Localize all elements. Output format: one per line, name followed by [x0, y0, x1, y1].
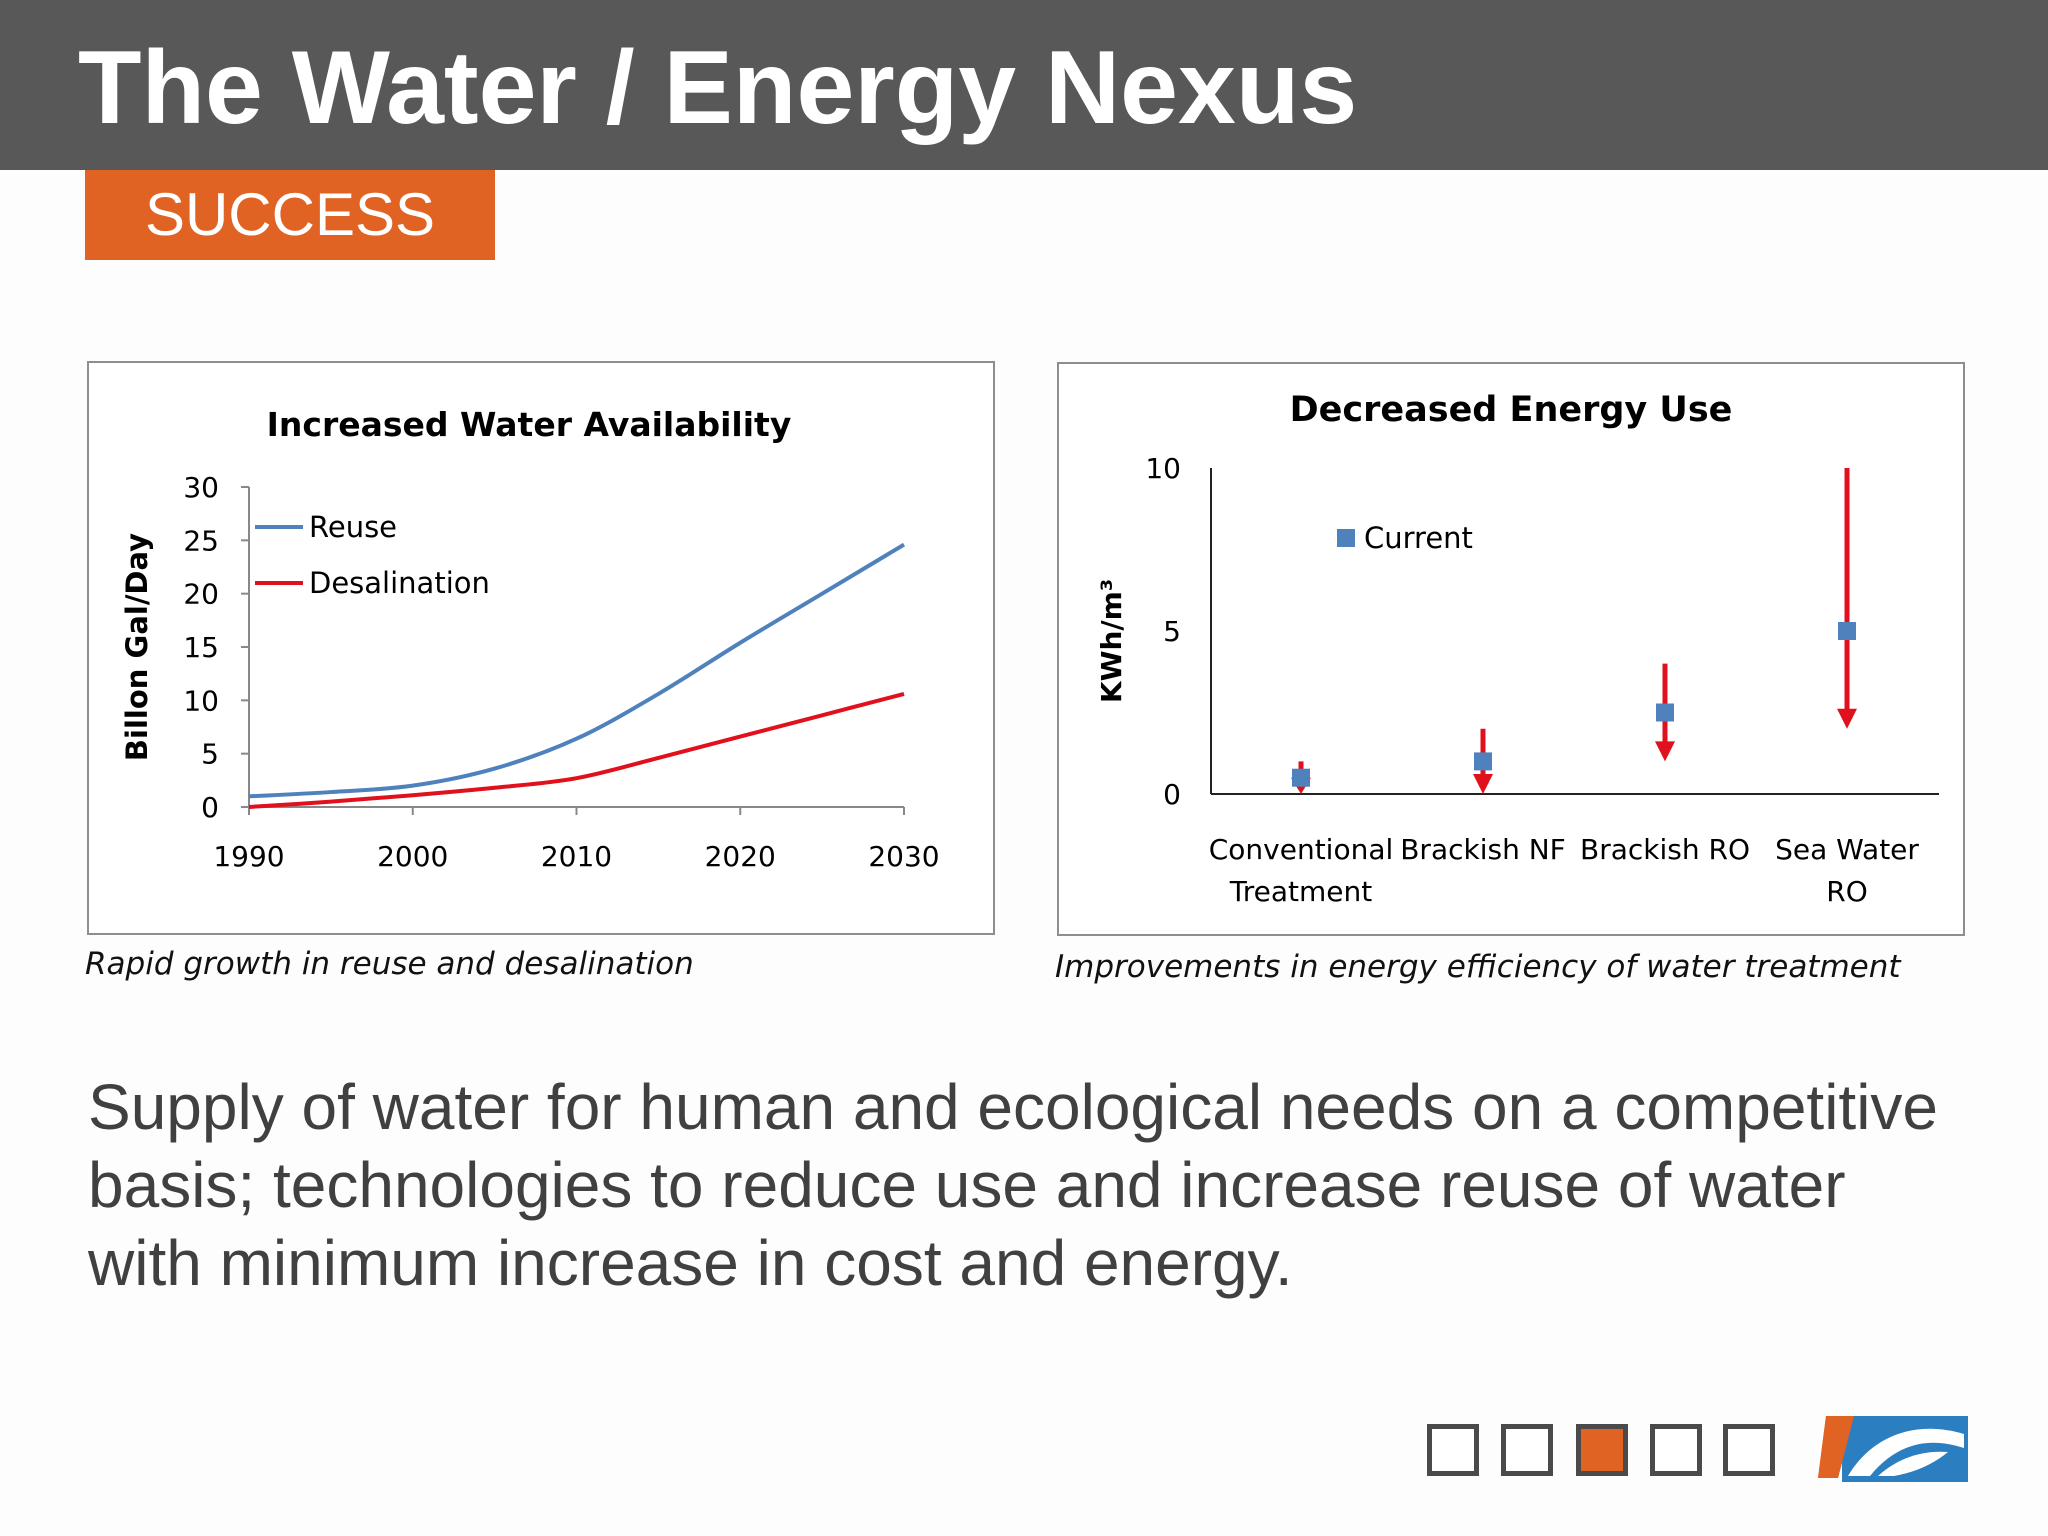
chart1-title: Increased Water Availability — [267, 405, 792, 444]
chart1-legend-label-desalination: Desalination — [309, 566, 490, 600]
chart2-caption: Improvements in energy efficiency of wat… — [1055, 949, 1901, 985]
chart1-x-tick-label: 2020 — [705, 840, 776, 873]
chart1-x-tick-label: 2000 — [377, 840, 448, 873]
nav-square-2[interactable] — [1501, 1424, 1553, 1476]
title-bar: The Water / Energy Nexus — [0, 0, 2048, 170]
chart1-y-tick-label: 10 — [183, 684, 219, 717]
chart2-category-label: Conventional — [1209, 833, 1394, 866]
chart1-y-axis-label: Billon Gal/Day — [120, 533, 154, 761]
chart2-category-label: RO — [1826, 875, 1868, 908]
water-availability-chart-svg: Increased Water Availability Billon Gal/D… — [120, 405, 940, 873]
logo-orange-front — [1818, 1416, 1854, 1478]
logo-wave-inner — [1878, 1451, 1948, 1476]
nav-square-3[interactable] — [1576, 1424, 1628, 1476]
success-badge: SUCCESS — [85, 170, 495, 260]
chart1-series-desalination-line — [248, 691, 905, 809]
chart2-legend-swatch-current — [1337, 529, 1355, 547]
chart1-y-tick-label: 0 — [201, 791, 219, 824]
chart2-y-axis-label: KWh/m³ — [1095, 579, 1128, 703]
logo-wave — [1848, 1428, 1964, 1476]
chart2-category-label: Sea Water — [1775, 833, 1919, 866]
body-text: Supply of water for human and ecological… — [88, 1071, 1938, 1299]
water-availability-chart: Increased Water Availability Billon Gal/D… — [87, 361, 995, 935]
chart2-y-tick-label: 0 — [1163, 778, 1181, 811]
chart1-series-reuse-line — [248, 542, 906, 799]
chart2-legend-label-current: Current — [1364, 521, 1473, 555]
organization-logo — [1818, 1416, 1968, 1482]
chart1-x-tick-label: 2010 — [541, 840, 612, 873]
chart2-title: Decreased Energy Use — [1290, 390, 1733, 430]
chart2-y-tick-label: 5 — [1163, 615, 1181, 648]
chart2-category-label: Brackish NF — [1400, 833, 1566, 866]
nav-square-5[interactable] — [1723, 1424, 1775, 1476]
energy-use-chart-svg: Decreased Energy Use KWh/m³ 0 5 10 Convention… — [1095, 390, 1939, 908]
chart2-y-tick-label: 10 — [1145, 452, 1181, 485]
chart2-current-marker — [1474, 752, 1492, 771]
nav-square-4[interactable] — [1650, 1424, 1702, 1476]
chart2-category-label: Brackish RO — [1580, 833, 1750, 866]
chart1-x-tick-label: 1990 — [213, 840, 284, 873]
slide-title: The Water / Energy Nexus — [78, 30, 1358, 146]
energy-use-chart: Decreased Energy Use KWh/m³ 0 5 10 Convention… — [1057, 362, 1965, 936]
chart2-reduction-arrow-head — [1837, 708, 1857, 729]
chart1-y-tick-label: 15 — [183, 631, 219, 664]
chart1-caption: Rapid growth in reuse and desalination — [85, 946, 694, 982]
chart2-current-marker — [1292, 768, 1310, 787]
chart2-current-marker — [1656, 703, 1674, 722]
chart1-x-tick-label: 2030 — [868, 840, 939, 873]
chart1-legend-label-reuse: Reuse — [309, 510, 397, 544]
chart2-reduction-arrow-head — [1655, 741, 1675, 762]
nav-square-1[interactable] — [1427, 1424, 1479, 1476]
chart1-y-tick-label: 25 — [183, 524, 219, 557]
chart2-category-label: Treatment — [1229, 875, 1372, 908]
chart1-y-tick-label: 20 — [183, 578, 219, 611]
chart1-y-tick-label: 5 — [201, 738, 219, 771]
chart2-current-marker — [1838, 622, 1856, 640]
chart2-reduction-arrow-head — [1473, 774, 1493, 794]
chart1-y-tick-label: 30 — [183, 471, 219, 504]
